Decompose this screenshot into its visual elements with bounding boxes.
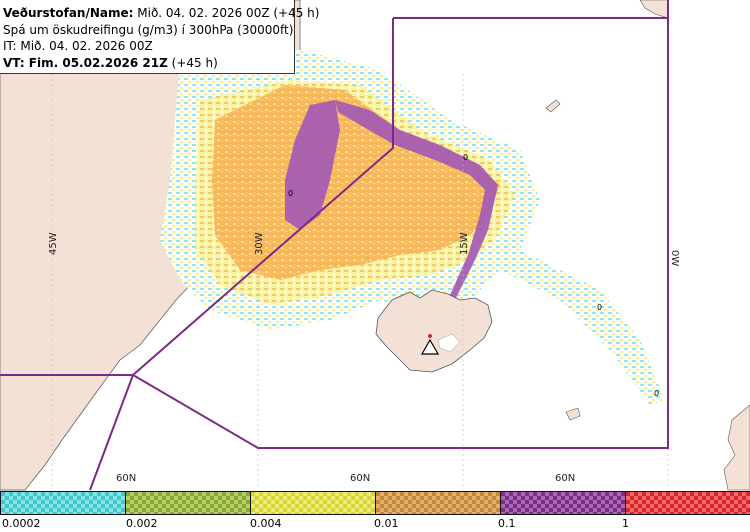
- legend-label-0.002: 0.002: [126, 517, 158, 530]
- concentration-legend: [0, 491, 750, 517]
- forecast-info-panel: Veðurstofan/Name: Mið. 04. 02. 2026 00Z …: [0, 0, 319, 74]
- ash-high-concentration-area: [212, 85, 500, 280]
- ash-very-high-ribbon: [335, 100, 498, 340]
- issuer-label: Veðurstofan/Name:: [3, 6, 134, 20]
- legend-swatch-cyan: [0, 491, 126, 515]
- valid-time-offset: (+45 h): [167, 55, 218, 70]
- latitude-label-60n-2: 60N: [350, 473, 370, 484]
- jan-mayen-island: [545, 99, 561, 113]
- legend-label-0.01: 0.01: [374, 517, 399, 530]
- flight-region-boundary-west: [0, 374, 135, 491]
- contour-zero-label: 0: [463, 153, 468, 162]
- legend-swatch-green: [125, 491, 251, 515]
- legend-label-0.0002: 0.0002: [2, 517, 41, 530]
- valid-time-line: VT: Fim. 05.02.2026 21Z (+45 h): [3, 55, 294, 72]
- issue-time: Mið. 04. 02. 2026 00Z (+45 h): [133, 6, 320, 20]
- legend-swatch-purple: [500, 491, 626, 515]
- legend-swatch-red: [625, 491, 750, 515]
- volcano-warning-icon: [420, 338, 440, 355]
- product-description: Spá um öskudreifingu (g/m3) í 300hPa (30…: [3, 22, 294, 37]
- latitude-label-60n-1: 60N: [116, 473, 136, 484]
- legend-label-1: 1: [622, 517, 629, 530]
- issuer-line: Veðurstofan/Name: Mið. 04. 02. 2026 00Z …: [3, 5, 319, 22]
- latitude-label-60n-3: 60N: [555, 473, 575, 484]
- contour-zero-label: 0: [597, 303, 602, 312]
- legend-label-0.004: 0.004: [250, 517, 282, 530]
- contour-zero-label: 0: [654, 389, 659, 398]
- longitude-label-30w: 30W: [254, 232, 265, 255]
- longitude-label-45w: 45W: [48, 232, 59, 255]
- ash-very-high-blob: [285, 100, 340, 230]
- legend-label-0.1: 0.1: [498, 517, 516, 530]
- longitude-label-0w: 0W: [669, 250, 680, 266]
- legend-labels: 0.0002 0.002 0.004 0.01 0.1 1: [0, 517, 750, 532]
- flight-region-boundary-east: [131, 18, 669, 449]
- initial-time: IT: Mið. 04. 02. 2026 00Z: [3, 39, 153, 53]
- faroe-islands: [565, 407, 581, 421]
- legend-swatch-yellow: [250, 491, 376, 515]
- longitude-label-15w: 15W: [459, 232, 470, 255]
- scandinavia-landmass: [723, 404, 750, 491]
- valid-time-label: VT: Fim. 05.02.2026 21Z: [3, 55, 168, 70]
- legend-swatch-orange: [375, 491, 501, 515]
- volcano-source-point: [428, 334, 432, 338]
- iceland-glacier: [437, 333, 461, 353]
- contour-zero-label: 0: [288, 189, 293, 198]
- northern-island: [639, 0, 669, 19]
